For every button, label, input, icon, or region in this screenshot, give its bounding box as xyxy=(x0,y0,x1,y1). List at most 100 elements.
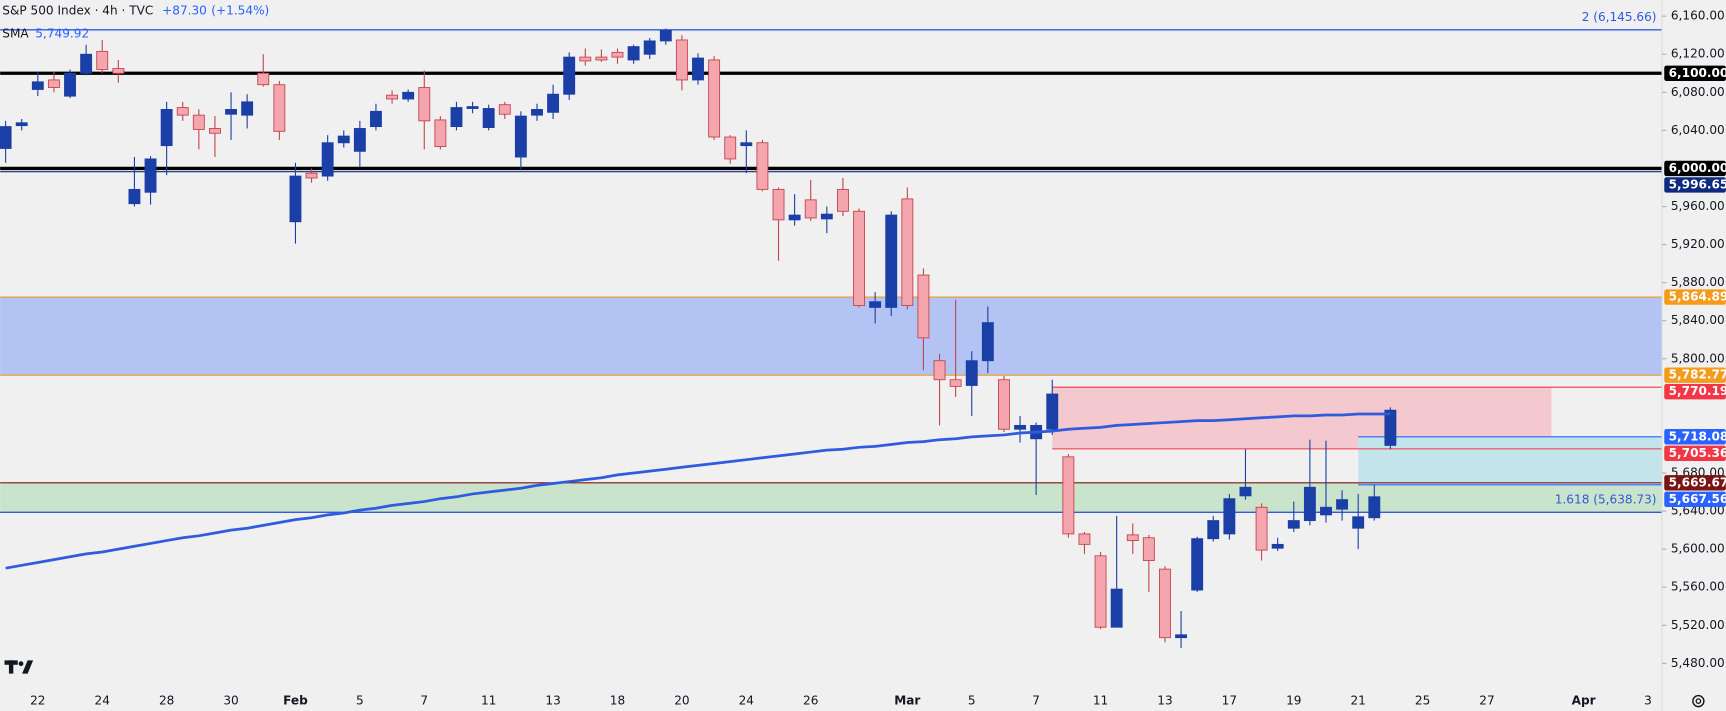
candle-body xyxy=(627,46,640,61)
candle-body xyxy=(1175,634,1188,639)
candle-body xyxy=(418,87,431,122)
candle-body xyxy=(1062,456,1075,535)
candle-body xyxy=(692,57,704,81)
price-badge-label: 5,770.19 xyxy=(1669,384,1726,398)
y-tick-label: 5,600.00 xyxy=(1671,542,1725,556)
x-tick-label: 13 xyxy=(1157,694,1172,708)
candle-body xyxy=(869,301,882,308)
candle-body xyxy=(965,360,978,386)
x-tick-label: 28 xyxy=(159,694,174,708)
x-tick-label: 21 xyxy=(1350,694,1365,708)
x-tick-label: 3 xyxy=(1644,694,1652,708)
candle-body xyxy=(611,51,624,58)
x-tick-label: Feb xyxy=(283,694,308,708)
candle-body xyxy=(1078,533,1091,545)
x-tick-label: Apr xyxy=(1572,694,1596,708)
candle-body xyxy=(80,53,93,74)
candle-body xyxy=(547,93,560,113)
candle-body xyxy=(1094,555,1107,628)
candle-body xyxy=(289,175,302,223)
candle-body xyxy=(563,56,576,95)
price-change-pct: (+1.54%) xyxy=(211,4,269,18)
candle-body xyxy=(1384,409,1397,446)
price-badge-label: 5,996.65 xyxy=(1669,177,1726,191)
candle-body xyxy=(836,188,849,212)
y-tick-label: 5,480.00 xyxy=(1671,656,1725,670)
candle-body xyxy=(1352,516,1365,529)
indicator-value: 5,749.92 xyxy=(35,27,89,41)
candle-body xyxy=(1239,486,1252,497)
candle-body xyxy=(47,79,60,88)
candle-body xyxy=(820,213,833,220)
x-tick-label: 19 xyxy=(1286,694,1301,708)
price-badge-label: 5,667.56 xyxy=(1669,492,1726,506)
candle-body xyxy=(659,30,672,42)
tv-logo xyxy=(4,660,34,674)
x-tick-label: 5 xyxy=(968,694,976,708)
candle-body xyxy=(466,106,479,109)
zone xyxy=(1358,436,1663,485)
y-tick-label: 5,880.00 xyxy=(1671,275,1725,289)
x-tick-label: 24 xyxy=(95,694,111,708)
candle-body xyxy=(514,115,527,158)
candle-body xyxy=(740,142,753,147)
candle-body xyxy=(708,59,721,138)
candle-body xyxy=(1368,496,1381,519)
price-change: +87.30 xyxy=(162,4,207,18)
x-tick-label: 11 xyxy=(1093,694,1108,708)
candle-body xyxy=(998,379,1010,430)
x-tick-label: 30 xyxy=(223,694,238,708)
x-tick-label: 25 xyxy=(1415,694,1430,708)
candle-body xyxy=(756,142,769,190)
candle-body xyxy=(1014,424,1026,430)
candle-body xyxy=(257,72,270,86)
y-tick-label: 6,040.00 xyxy=(1671,123,1725,137)
candle-body xyxy=(176,107,189,116)
fib-label: 2 (6,145.66) xyxy=(1582,10,1657,24)
legend: S&P 500 Index · 4h · TVC +87.30 (+1.54%)… xyxy=(2,4,269,41)
y-tick-label: 5,520.00 xyxy=(1671,618,1725,632)
price-badge xyxy=(1664,491,1726,508)
candle-body xyxy=(1223,498,1236,535)
candle-body xyxy=(1271,543,1284,549)
candle-body xyxy=(64,72,76,97)
candle-body xyxy=(209,128,221,134)
candle-body xyxy=(675,39,688,81)
price-badge xyxy=(1664,177,1726,193)
settings-icon[interactable] xyxy=(1692,694,1705,708)
candle-body xyxy=(1046,393,1059,430)
candle-body xyxy=(370,110,382,128)
candle-body xyxy=(31,81,44,90)
candle-body xyxy=(917,274,930,339)
price-badge xyxy=(1664,289,1726,305)
candle-body xyxy=(981,322,994,362)
candle-body xyxy=(1287,520,1300,529)
price-badge-label: 6,100.00 xyxy=(1669,66,1726,80)
x-tick-label: 7 xyxy=(1032,694,1040,708)
candle-body xyxy=(160,109,173,147)
x-tick-label: 20 xyxy=(674,694,689,708)
candle-body xyxy=(434,119,447,148)
x-tick-label: 13 xyxy=(545,694,560,708)
candle-body xyxy=(321,142,334,177)
sma-line xyxy=(5,412,1391,570)
x-tick-label: 18 xyxy=(610,694,625,708)
candle-body xyxy=(1255,506,1268,551)
price-badge xyxy=(1664,445,1726,461)
candle-body xyxy=(96,50,109,70)
price-badge xyxy=(1664,367,1726,383)
x-tick-label: 5 xyxy=(356,694,364,708)
candle-body xyxy=(498,104,511,115)
candle-body xyxy=(15,122,28,127)
plot-area: 2 (6,145.66) 1.618 (5,638.73) xyxy=(0,10,1663,649)
zone xyxy=(0,297,1663,376)
candle-body xyxy=(1142,537,1155,562)
candle-body xyxy=(305,172,318,179)
candle-body xyxy=(192,114,205,130)
y-tick-label: 6,160.00 xyxy=(1671,9,1725,23)
x-tick-label: 17 xyxy=(1222,694,1237,708)
y-tick-label: 6,120.00 xyxy=(1671,47,1725,61)
candle-body xyxy=(853,210,865,306)
candle-body xyxy=(402,91,415,100)
